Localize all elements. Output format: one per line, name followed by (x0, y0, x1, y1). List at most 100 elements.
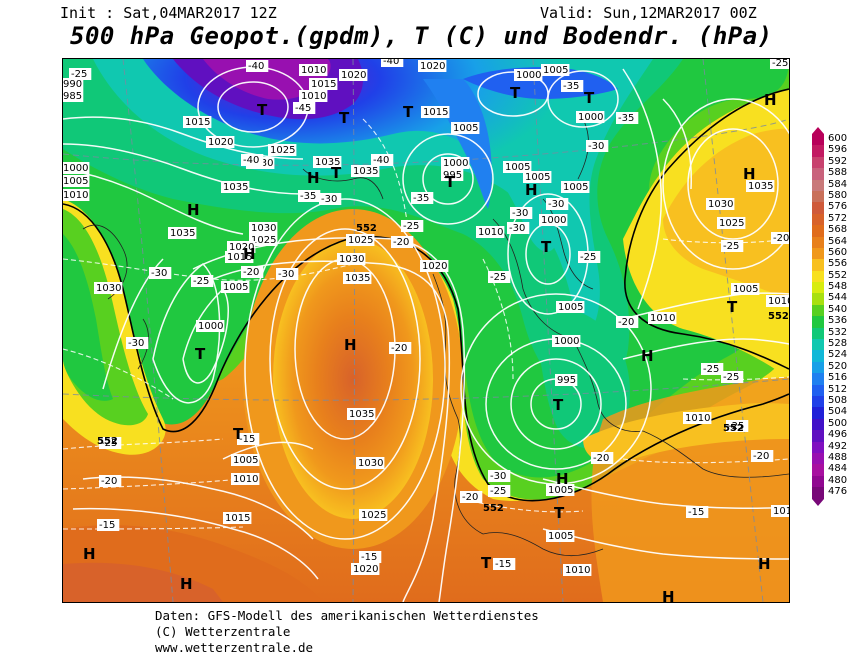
valid-time: Valid: Sun,12MAR2017 00Z (540, 4, 757, 22)
svg-text:1035: 1035 (315, 157, 340, 168)
legend-label: 532 (828, 326, 848, 338)
svg-text:1010: 1010 (478, 227, 503, 238)
legend-swatch (812, 202, 824, 214)
svg-text:-30: -30 (128, 338, 144, 349)
svg-text:1035: 1035 (353, 166, 378, 177)
svg-text:995: 995 (443, 170, 462, 181)
temperature-label: -20 (591, 452, 614, 464)
temperature-label: -30 (319, 193, 342, 205)
svg-text:-20: -20 (393, 237, 409, 248)
svg-text:1005: 1005 (525, 172, 550, 183)
high-pressure-marker: H (743, 165, 756, 183)
map-title: 500 hPa Geopot.(gpdm), T (C) und Bodendr… (70, 22, 773, 50)
legend-label: 496 (828, 429, 848, 441)
pressure-label: 1010 (299, 90, 328, 102)
high-pressure-marker: H (662, 588, 675, 602)
pressure-label: 1010 (231, 473, 260, 485)
pressure-label: 1005 (523, 171, 552, 183)
temperature-label: -30 (586, 140, 609, 152)
height-label: 552 (483, 503, 504, 514)
pressure-label: 1010 (563, 564, 592, 576)
svg-text:-20: -20 (773, 233, 789, 244)
svg-text:1035: 1035 (345, 273, 370, 284)
legend-swatch (812, 134, 824, 146)
svg-text:-40: -40 (243, 155, 259, 166)
svg-text:1010: 1010 (233, 474, 258, 485)
pressure-label: 1015 (183, 116, 212, 128)
temperature-label: -30 (126, 337, 149, 349)
svg-text:1005: 1005 (505, 162, 530, 173)
legend-swatch (812, 270, 824, 283)
svg-text:-30: -30 (512, 208, 528, 219)
pressure-label: 1035 (168, 227, 197, 239)
temperature-label: -25 (721, 240, 744, 252)
pressure-label: 1005 (731, 283, 760, 295)
legend-label: 556 (828, 258, 848, 270)
pressure-label: 1035 (313, 156, 342, 168)
temperature-label: -25 (488, 271, 511, 283)
svg-text:-20: -20 (391, 343, 407, 354)
svg-text:552: 552 (97, 436, 118, 447)
temperature-label: -30 (276, 268, 299, 280)
legend-label: 504 (828, 406, 848, 418)
temperature-label: -15 (493, 558, 516, 570)
pressure-label: 1005 (63, 175, 90, 187)
temperature-label: -35 (298, 190, 321, 202)
svg-text:1005: 1005 (548, 485, 573, 496)
low-pressure-marker: T (727, 298, 738, 316)
svg-text:1005: 1005 (453, 123, 478, 134)
svg-text:-35: -35 (563, 81, 579, 92)
pressure-label: 1010 (766, 295, 789, 307)
legend-label: 548 (828, 281, 848, 293)
svg-text:-25: -25 (490, 272, 506, 283)
svg-text:1005: 1005 (558, 302, 583, 313)
pressure-label: 1005 (451, 122, 480, 134)
pressure-label: 985 (63, 90, 84, 102)
pressure-label: 1000 (441, 157, 470, 169)
legend-label: 492 (828, 440, 848, 452)
svg-text:1025: 1025 (348, 235, 373, 246)
pressure-label: 1005 (546, 484, 575, 496)
svg-text:-45: -45 (295, 103, 311, 114)
svg-text:1005: 1005 (233, 455, 258, 466)
svg-text:985: 985 (63, 91, 82, 102)
svg-text:1020: 1020 (353, 564, 378, 575)
legend-swatch (812, 464, 824, 476)
legend-label: 480 (828, 474, 848, 486)
svg-text:1030: 1030 (708, 199, 733, 210)
svg-text:1010: 1010 (63, 190, 88, 201)
high-pressure-marker: H (525, 181, 538, 199)
svg-text:1030: 1030 (358, 458, 383, 469)
temperature-label: -25 (770, 59, 789, 69)
svg-text:1020: 1020 (420, 61, 445, 72)
high-pressure-marker: H (758, 555, 771, 573)
svg-text:1000: 1000 (63, 163, 88, 174)
legend-swatch (812, 350, 824, 362)
svg-text:-25: -25 (101, 438, 117, 449)
legend-swatch (812, 168, 824, 180)
svg-text:-35: -35 (300, 191, 316, 202)
svg-text:1005: 1005 (543, 65, 568, 76)
height-label: 552 (723, 423, 744, 434)
legend-swatch (812, 316, 824, 328)
temperature-label: -25 (401, 220, 424, 232)
legend-label: 536 (828, 315, 848, 327)
legend-label: 544 (828, 292, 848, 304)
svg-text:-30: -30 (151, 268, 167, 279)
footer-website: www.wetterzentrale.de (155, 640, 314, 655)
low-pressure-marker: T (510, 84, 521, 102)
legend-swatch (812, 384, 824, 396)
pressure-label: 1035 (347, 408, 376, 420)
pressure-label: 1005 (221, 281, 250, 293)
footer-copyright: (C) Wetterzentrale (155, 624, 291, 639)
legend-label: 488 (828, 451, 848, 463)
svg-text:1025: 1025 (719, 218, 744, 229)
legend-swatch (812, 327, 824, 340)
svg-text:101: 101 (773, 506, 789, 517)
temperature-label: -20 (460, 491, 483, 503)
height-label: 552 (768, 311, 789, 322)
pressure-label: 1030 (337, 253, 366, 265)
svg-text:1010: 1010 (768, 296, 789, 307)
pressure-label: 1035 (351, 165, 380, 177)
svg-text:-15: -15 (361, 552, 377, 563)
